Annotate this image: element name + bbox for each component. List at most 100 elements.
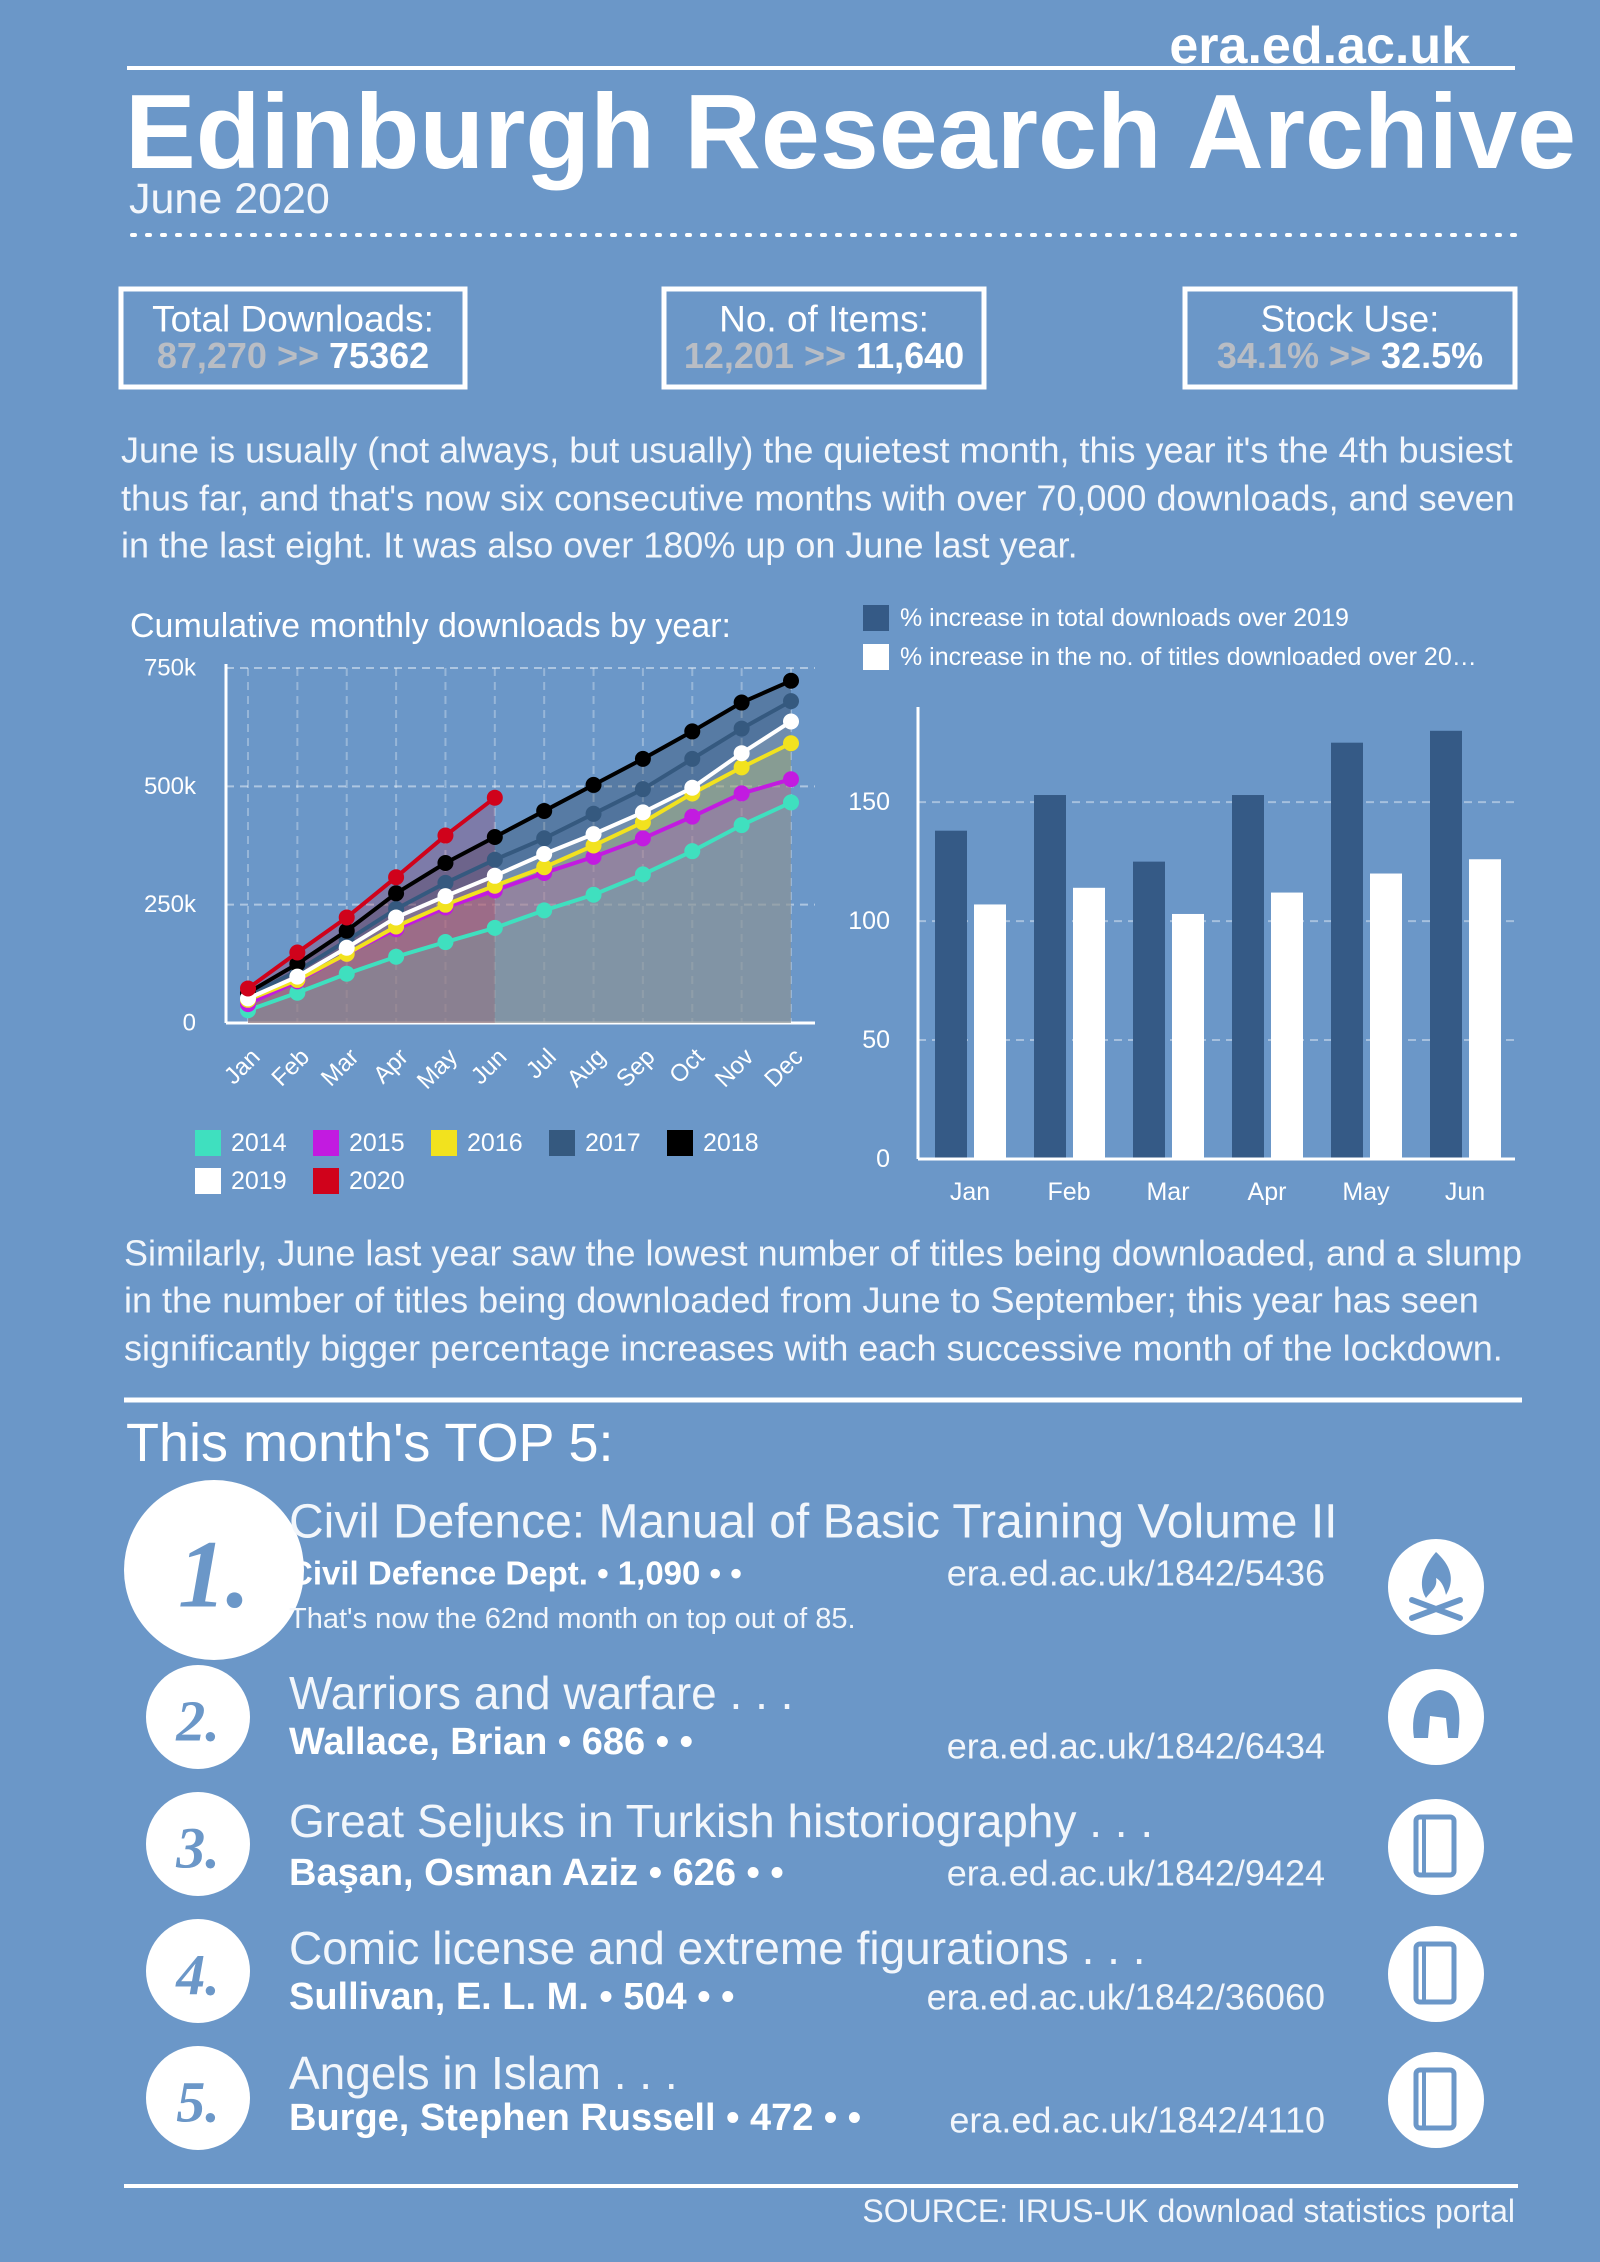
- stat-separator: >>: [277, 335, 319, 376]
- legend-label: 2018: [703, 1129, 759, 1157]
- data-point: [437, 934, 454, 951]
- bar: [1430, 730, 1462, 1159]
- paragraph-line: significantly bigger percentage increase…: [124, 1328, 1503, 1369]
- stat-label: Total Downloads:: [152, 299, 434, 340]
- rank-number: 3.: [175, 1816, 220, 1881]
- item-title: Comic license and extreme figurations . …: [289, 1922, 1145, 1974]
- page-title: Edinburgh Research Archive: [125, 73, 1576, 191]
- data-point: [684, 723, 701, 740]
- page-subtitle: June 2020: [129, 175, 330, 223]
- item-url: era.ed.ac.uk/1842/5436: [947, 1553, 1325, 1594]
- legend-swatch: [195, 1168, 221, 1194]
- data-point: [684, 750, 701, 767]
- data-point: [289, 955, 306, 972]
- top5-list: 1. Civil Defence: Manual of Basic Trainin…: [124, 1480, 1338, 2150]
- data-point: [684, 843, 701, 860]
- data-point: [486, 867, 503, 884]
- paragraph-line: thus far, and that's now six consecutive…: [121, 478, 1515, 519]
- legend-swatch: [863, 605, 889, 631]
- item-byline: Sullivan, E. L. M. • 504 • •: [289, 1976, 734, 2018]
- bar: [1370, 873, 1402, 1159]
- section-title: This month's TOP 5:: [126, 1413, 614, 1473]
- item-note: That's now the 62nd month on top out of …: [289, 1603, 856, 1635]
- x-tick-label: Apr: [1248, 1178, 1287, 1206]
- item-byline: Wallace, Brian • 686 • •: [289, 1721, 693, 1763]
- bar: [1232, 795, 1264, 1159]
- item-title: Civil Defence: Manual of Basic Training …: [289, 1496, 1338, 1549]
- item-byline: Başan, Osman Aziz • 626 • •: [289, 1852, 784, 1894]
- data-point: [437, 827, 454, 844]
- rank-badge: [146, 1665, 250, 1769]
- item-title: Angels in Islam . . .: [289, 2047, 678, 2099]
- data-point: [388, 909, 405, 926]
- data-point: [783, 735, 799, 752]
- data-point: [783, 771, 799, 788]
- paragraph-line: Similarly, June last year saw the lowest…: [124, 1233, 1522, 1274]
- x-tick-label: Jun: [1445, 1178, 1485, 1206]
- data-point: [783, 693, 799, 710]
- stat-label: Stock Use:: [1261, 299, 1440, 340]
- item-url: era.ed.ac.uk/1842/36060: [927, 1977, 1325, 2018]
- icon-book: [1388, 2052, 1484, 2148]
- data-point: [338, 909, 355, 926]
- data-point: [733, 759, 750, 776]
- data-point: [338, 965, 355, 982]
- series-line: [247, 719, 793, 1001]
- stat-box: [118, 286, 468, 390]
- data-point: [536, 902, 553, 919]
- bar: [974, 904, 1006, 1159]
- stat-separator: >>: [1329, 335, 1371, 376]
- y-tick-label: 0: [876, 1145, 890, 1173]
- series-line: [247, 699, 792, 998]
- data-point: [388, 948, 405, 965]
- icon-book: [1388, 1926, 1484, 2022]
- legend-swatch: [313, 1168, 339, 1194]
- data-point: [733, 720, 750, 737]
- icon-fire: [1388, 1539, 1484, 1635]
- data-point: [585, 837, 602, 854]
- data-point: [634, 804, 651, 821]
- data-point: [634, 830, 651, 847]
- stat-current: 75362: [329, 335, 429, 376]
- legend-label: 2016: [467, 1129, 523, 1157]
- data-point: [536, 846, 553, 863]
- data-point: [338, 939, 355, 956]
- data-point: [289, 944, 306, 961]
- data-point: [585, 886, 602, 903]
- paragraph-line: June is usually (not always, but usually…: [121, 430, 1513, 471]
- area: [248, 802, 791, 1023]
- legend-swatch: [667, 1130, 693, 1156]
- data-point: [733, 745, 750, 762]
- stat-previous: 87,270: [157, 335, 267, 376]
- series-line: [246, 678, 792, 995]
- data-point: [536, 859, 553, 876]
- site-url: era.ed.ac.uk: [1169, 17, 1470, 75]
- data-point: [289, 984, 306, 1001]
- data-point: [388, 885, 405, 902]
- stat-label: No. of Items:: [719, 299, 929, 340]
- stat-separator: >>: [804, 335, 846, 376]
- paragraph-line: in the last eight. It was also over 180%…: [121, 525, 1078, 566]
- data-point: [684, 808, 701, 825]
- rank-badge: [146, 1919, 250, 2023]
- item-url: era.ed.ac.uk/1842/6434: [947, 1726, 1325, 1767]
- legend-label: 2017: [585, 1129, 641, 1157]
- series-line: [247, 800, 792, 1013]
- item-title: Warriors and warfare . . .: [289, 1667, 793, 1719]
- x-tick-label: May: [1342, 1178, 1390, 1206]
- data-point: [388, 869, 405, 886]
- item-url: era.ed.ac.uk/1842/9424: [947, 1853, 1325, 1894]
- y-tick-label: 250k: [144, 891, 197, 918]
- data-point: [783, 794, 799, 811]
- item-title: Great Seljuks in Turkish historiography …: [289, 1795, 1153, 1847]
- data-point: [437, 888, 454, 905]
- stat-values: 34.1% >> 32.5%: [1217, 335, 1483, 376]
- icon-helmet: [1388, 1669, 1484, 1765]
- stat-previous: 34.1%: [1217, 335, 1319, 376]
- legend-swatch: [195, 1130, 221, 1156]
- legend-swatch: [313, 1130, 339, 1156]
- area: [248, 721, 791, 1023]
- rank-badge: [124, 1480, 304, 1660]
- stat-previous: 12,201: [684, 335, 794, 376]
